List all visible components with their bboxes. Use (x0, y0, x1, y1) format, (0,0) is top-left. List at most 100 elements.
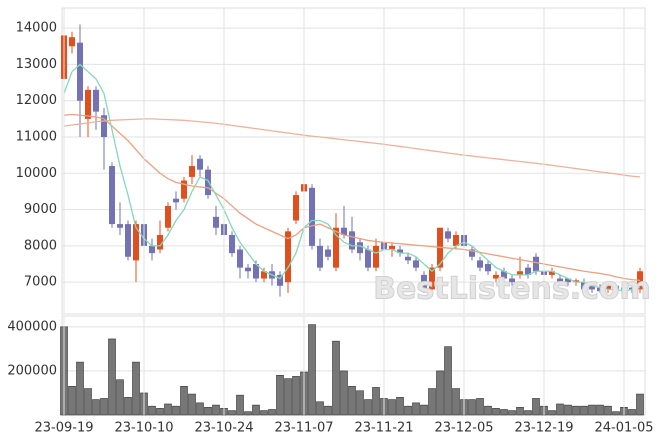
y-tick-label: 12000 (16, 93, 57, 108)
volume-bar (412, 402, 420, 416)
volume-bar (612, 411, 620, 416)
volume-bar (228, 410, 236, 416)
volume-bar (636, 393, 644, 416)
volume-bar (532, 398, 540, 416)
candle-body (341, 227, 347, 235)
candle-body (309, 187, 315, 246)
candle-body (589, 285, 595, 290)
volume-bar (604, 405, 612, 416)
volume-bar (180, 386, 188, 416)
candle-body (69, 37, 75, 47)
candle-body (629, 287, 635, 290)
volume-bar (100, 398, 108, 416)
candle-body (565, 278, 571, 283)
volume-bar (172, 405, 180, 416)
volume-bar (308, 324, 316, 416)
volume-bar (212, 404, 220, 416)
candle-body (85, 89, 91, 119)
candle-body (285, 231, 291, 283)
volume-bar (468, 399, 476, 416)
volume-bar (564, 404, 572, 416)
volume-bar (188, 393, 196, 416)
candle-body (181, 180, 187, 199)
candle-body (573, 280, 579, 283)
volume-bar (332, 340, 340, 416)
volume-bar (588, 404, 596, 416)
volume-bar (252, 404, 260, 416)
candle-body (325, 249, 331, 257)
volume-bar (404, 405, 412, 416)
volume-bar (132, 361, 140, 416)
candle-body (213, 216, 219, 228)
volume-bar (596, 404, 604, 416)
candle-body (413, 260, 419, 268)
x-tick-label: 23-09-19 (34, 421, 93, 436)
candle-body (173, 198, 179, 203)
volume-bar (316, 401, 324, 416)
volume-bar (492, 408, 500, 416)
volume-bar (452, 388, 460, 416)
volume-bar (572, 405, 580, 416)
volume-bar (420, 404, 428, 416)
candle-body (453, 234, 459, 246)
candle-body (509, 278, 515, 283)
candle-body (597, 287, 603, 292)
candle-body (197, 158, 203, 170)
volume-bar (444, 346, 452, 416)
candle-body (101, 115, 107, 138)
candle-body (245, 267, 251, 272)
candle-body (365, 249, 371, 268)
volume-bar (340, 370, 348, 416)
candle-body (293, 195, 299, 221)
volume-bar (548, 410, 556, 416)
candle-body (77, 42, 83, 101)
candle-body (485, 264, 491, 272)
candle-body (229, 234, 235, 254)
candle-body (349, 231, 355, 250)
volume-bar (148, 405, 156, 416)
moving-average-line (63, 63, 641, 292)
volume-bar (196, 402, 204, 416)
volume-bar (108, 338, 116, 416)
volume-bar (292, 376, 300, 416)
x-tick-label: 24-01-05 (594, 421, 653, 436)
candle-body (477, 260, 483, 268)
candle-body (373, 245, 379, 268)
volume-bar (524, 410, 532, 416)
candle-body (261, 271, 267, 279)
candle-body (317, 245, 323, 268)
candle-body (445, 231, 451, 239)
candle-body (133, 224, 139, 261)
volume-bar (76, 361, 84, 416)
candle-body (93, 89, 99, 112)
volume-bar (156, 408, 164, 416)
watermark: BestListens.com (373, 272, 651, 307)
x-tick-label: 23-11-07 (274, 421, 333, 436)
price-panel (61, 7, 646, 315)
candle-body (429, 267, 435, 290)
volume-bar (244, 411, 252, 416)
volume-bar (500, 409, 508, 416)
y-tick-label: 400000 (7, 319, 57, 334)
volume-bar (348, 386, 356, 416)
candle-body (605, 285, 611, 290)
y-tick-label: 11000 (16, 130, 57, 145)
candle-body (205, 169, 211, 196)
candle-body (421, 274, 427, 290)
volume-bar (276, 375, 284, 416)
candle-body (389, 245, 395, 250)
y-tick-label: 8000 (24, 238, 57, 253)
y-tick-label: 14000 (16, 21, 57, 36)
x-tick-label: 23-10-24 (194, 421, 253, 436)
candle-body (525, 267, 531, 275)
y-tick-label: 13000 (16, 57, 57, 72)
volume-bar (236, 394, 244, 416)
volume-bar (436, 370, 444, 416)
volume-bar (324, 405, 332, 416)
candle-body (533, 256, 539, 272)
volume-bar (372, 387, 380, 416)
candle-body (165, 205, 171, 228)
volume-bar (84, 388, 92, 416)
candle-body (469, 249, 475, 257)
y-tick-label: 200000 (7, 363, 57, 378)
